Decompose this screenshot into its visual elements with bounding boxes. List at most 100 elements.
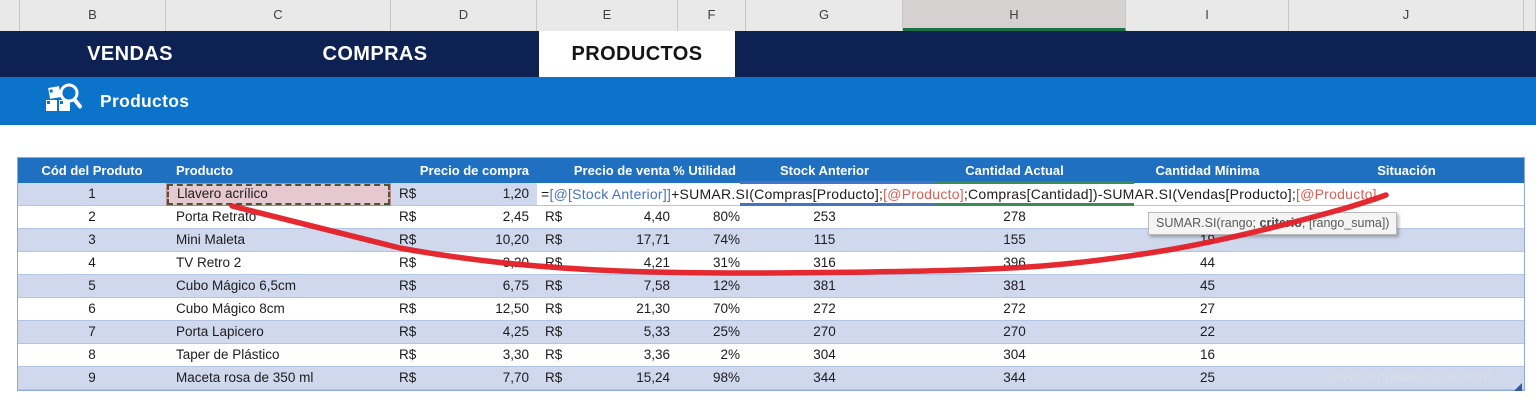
- tab-compras[interactable]: COMPRAS: [322, 42, 428, 65]
- cell-producto[interactable]: Cubo Mágico 8cm: [176, 301, 285, 316]
- cell-utilidad[interactable]: 80%: [712, 209, 740, 224]
- cell-compra[interactable]: R$ 2,45: [391, 206, 537, 228]
- column-header-stock[interactable]: Stock Anterior: [779, 163, 870, 178]
- cell-stock[interactable]: 115: [813, 232, 836, 247]
- cell-compra[interactable]: R$ 10,20: [391, 229, 537, 251]
- column-letter-B[interactable]: B: [20, 0, 166, 31]
- cell-actual[interactable]: 396: [1003, 255, 1026, 270]
- cell-venta[interactable]: R$ 17,71: [537, 229, 678, 251]
- cell-stock[interactable]: 270: [813, 324, 836, 339]
- cell-compra[interactable]: R$ 1,20: [391, 183, 537, 205]
- cell-actual[interactable]: 278: [1003, 209, 1026, 224]
- cell-cod[interactable]: 9: [88, 370, 96, 385]
- cell-actual[interactable]: 155: [1003, 232, 1026, 247]
- cell-situacion[interactable]: [1289, 344, 1524, 366]
- cell-producto[interactable]: Porta Retrato: [176, 209, 257, 224]
- formula-in-cell-editor[interactable]: =[@[Stock Anterior]]+SUMAR.SI(Compras[Pr…: [541, 183, 1377, 206]
- cell-producto[interactable]: Mini Maleta: [176, 232, 246, 247]
- cell-situacion[interactable]: [1289, 252, 1524, 274]
- cell-producto[interactable]: Cubo Mágico 6,5cm: [176, 278, 297, 293]
- cell-utilidad[interactable]: 98%: [712, 370, 740, 385]
- cell-compra[interactable]: R$ 6,75: [391, 275, 537, 297]
- cell-utilidad[interactable]: 2%: [720, 347, 740, 362]
- column-letter-H[interactable]: H: [903, 0, 1126, 31]
- cell-utilidad[interactable]: 70%: [712, 301, 740, 316]
- cell-stock[interactable]: 381: [813, 278, 836, 293]
- cell-utilidad[interactable]: 25%: [712, 324, 740, 339]
- cell-cod[interactable]: 3: [88, 232, 96, 247]
- cell-minima[interactable]: 44: [1199, 255, 1216, 270]
- currency-symbol: R$: [545, 232, 563, 247]
- cell-actual[interactable]: 272: [1003, 301, 1026, 316]
- column-letter-E[interactable]: E: [537, 0, 678, 31]
- cell-venta[interactable]: R$ 5,33: [537, 321, 678, 343]
- column-letter-I[interactable]: I: [1126, 0, 1289, 31]
- cell-cod[interactable]: 1: [88, 186, 96, 201]
- currency-symbol: R$: [545, 301, 563, 316]
- column-letter-C[interactable]: C: [166, 0, 391, 31]
- cell-minima[interactable]: 16: [1199, 347, 1216, 362]
- cell-venta[interactable]: R$ 7,58: [537, 275, 678, 297]
- selected-reference-cell[interactable]: Llavero acrílico: [167, 184, 390, 205]
- cell-actual[interactable]: 304: [1003, 347, 1026, 362]
- cell-utilidad[interactable]: 12%: [712, 278, 740, 293]
- cell-stock[interactable]: 304: [813, 347, 836, 362]
- cell-minima[interactable]: 25: [1199, 370, 1216, 385]
- cell-producto[interactable]: Porta Lapicero: [176, 324, 264, 339]
- cell-stock[interactable]: 272: [813, 301, 836, 316]
- currency-symbol: R$: [399, 370, 417, 385]
- column-header-minima[interactable]: Cantidad Mínima: [1155, 163, 1260, 178]
- cell-cod[interactable]: 4: [88, 255, 96, 270]
- cell-venta[interactable]: R$ 4,40: [537, 206, 678, 228]
- tab-vendas[interactable]: VENDAS: [87, 42, 173, 65]
- cell-utilidad[interactable]: 74%: [712, 232, 740, 247]
- column-header-venta[interactable]: Precio de venta: [573, 163, 670, 178]
- column-header-producto[interactable]: Producto: [176, 163, 234, 178]
- cell-compra[interactable]: R$ 3,30: [391, 344, 537, 366]
- cell-venta[interactable]: R$ 21,30: [537, 298, 678, 320]
- cell-cod[interactable]: 7: [88, 324, 96, 339]
- cell-venta[interactable]: R$ 15,24: [537, 367, 678, 389]
- currency-symbol: R$: [545, 324, 563, 339]
- cell-actual[interactable]: 270: [1003, 324, 1026, 339]
- column-letter-F[interactable]: F: [678, 0, 746, 31]
- cell-compra[interactable]: R$ 7,70: [391, 367, 537, 389]
- cell-utilidad[interactable]: 31%: [712, 255, 740, 270]
- column-header-situacion[interactable]: Situación: [1377, 163, 1436, 178]
- column-letter-edge[interactable]: [0, 0, 20, 31]
- cell-compra[interactable]: R$ 12,50: [391, 298, 537, 320]
- column-header-compra[interactable]: Precio de compra: [419, 163, 529, 178]
- column-letter-D[interactable]: D: [391, 0, 537, 31]
- cell-situacion[interactable]: [1289, 298, 1524, 320]
- cell-stock[interactable]: 253: [813, 209, 836, 224]
- cell-compra[interactable]: R$ 4,25: [391, 321, 537, 343]
- cell-compra[interactable]: R$ 3,20: [391, 252, 537, 274]
- column-header-cod[interactable]: Cód del Produto: [41, 163, 143, 178]
- column-letter-J[interactable]: J: [1289, 0, 1524, 31]
- cell-stock[interactable]: 316: [813, 255, 836, 270]
- cell-minima[interactable]: 22: [1199, 324, 1216, 339]
- cell-producto[interactable]: Maceta rosa de 350 ml: [176, 370, 314, 385]
- cell-minima[interactable]: 27: [1199, 301, 1216, 316]
- cell-situacion[interactable]: [1289, 321, 1524, 343]
- cell-venta[interactable]: R$ 4,21: [537, 252, 678, 274]
- column-letter-G[interactable]: G: [746, 0, 903, 31]
- cell-venta[interactable]: R$ 3,36: [537, 344, 678, 366]
- cell-cod[interactable]: 8: [88, 347, 96, 362]
- cell-cod[interactable]: 2: [88, 209, 96, 224]
- cell-producto[interactable]: TV Retro 2: [176, 255, 242, 270]
- cell-situacion[interactable]: [1289, 275, 1524, 297]
- tab-productos[interactable]: PRODUCTOS: [539, 31, 735, 77]
- cell-value: 6,75: [502, 278, 529, 293]
- cell-producto[interactable]: Taper de Plástico: [176, 347, 280, 362]
- cell-actual[interactable]: 381: [1003, 278, 1026, 293]
- table-resize-handle[interactable]: [1514, 383, 1522, 391]
- cell-actual[interactable]: 344: [1003, 370, 1026, 385]
- cell-cod[interactable]: 5: [88, 278, 96, 293]
- column-letter-edge[interactable]: [1524, 0, 1536, 31]
- cell-stock[interactable]: 344: [813, 370, 836, 385]
- column-header-actual[interactable]: Cantidad Actual: [965, 163, 1064, 178]
- cell-cod[interactable]: 6: [88, 301, 96, 316]
- column-header-utilidad[interactable]: % Utilidad: [673, 163, 736, 178]
- cell-minima[interactable]: 45: [1199, 278, 1216, 293]
